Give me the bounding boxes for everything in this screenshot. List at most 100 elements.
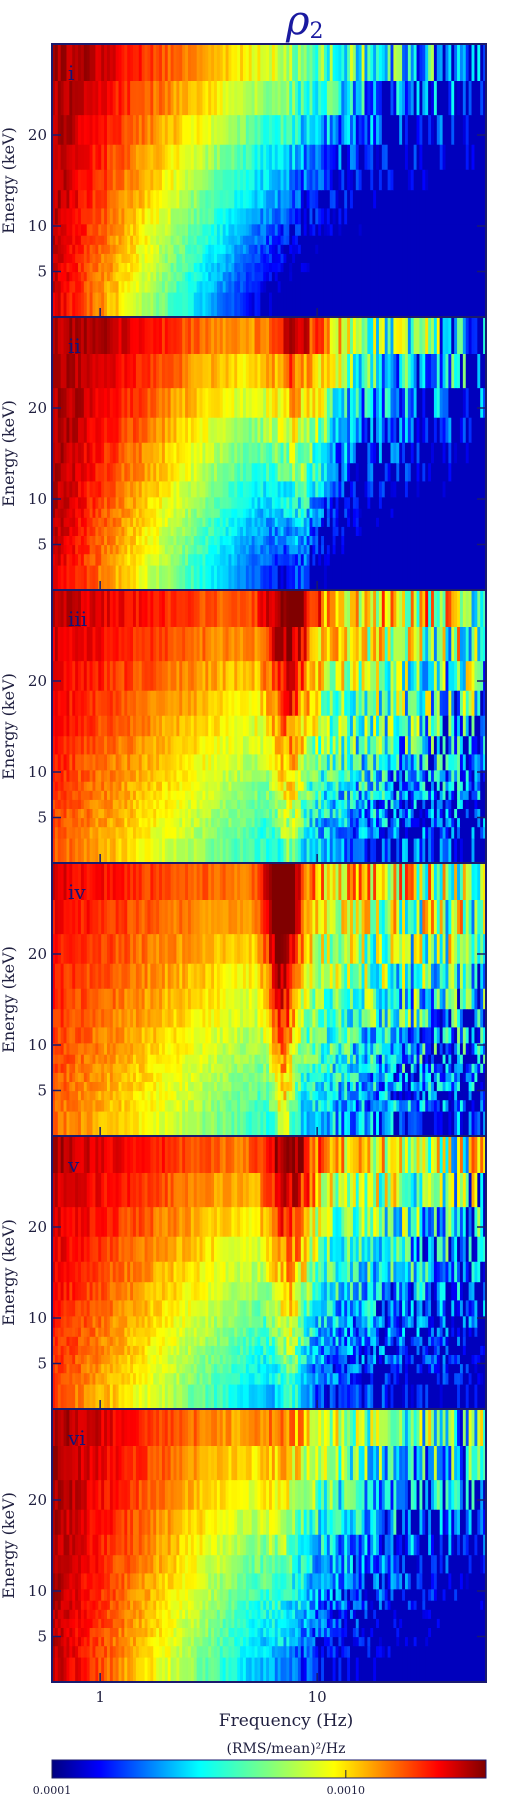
heatmap-cell [439,235,444,245]
heatmap-cell [63,44,68,81]
heatmap-cell [323,235,328,245]
heatmap-cell [190,223,195,236]
heatmap-cell [318,44,322,81]
heatmap-cell [193,80,198,116]
heatmap-cell [306,223,311,236]
heatmap-cell [109,169,114,191]
heatmap-cell [60,144,65,170]
heatmap-cell [124,44,128,81]
heatmap-cell [352,564,357,591]
heatmap-cell [185,262,189,273]
heatmap-cell [341,553,345,566]
heatmap-cell [370,280,374,293]
heatmap-cell [300,837,305,864]
heatmap-cell [459,235,464,245]
heatmap-cell [135,826,140,839]
heatmap-cell [121,262,125,273]
heatmap-cell [364,387,368,418]
heatmap-cell [483,564,487,591]
heatmap-cell [384,235,389,245]
heatmap-cell [436,44,441,81]
heatmap-cell [72,817,76,828]
heatmap-cell [69,817,73,828]
heatmap-cell [133,517,137,527]
heatmap-cell [303,353,308,389]
heatmap-cell [312,480,316,498]
heatmap-cell [396,462,400,482]
heatmap-cell [341,144,345,170]
heatmap-cell [286,508,290,518]
heatmap-cell [387,207,392,225]
heatmap-cell [240,480,244,498]
heatmap-cell [159,144,163,170]
heatmap-cell [118,837,123,864]
heatmap-cell [474,564,478,591]
heatmap-cell [135,169,140,191]
heatmap-cell [86,808,91,819]
heatmap-cell [242,80,247,116]
heatmap-cell [402,462,406,482]
heatmap-cell [83,526,88,536]
heatmap-cell [196,544,201,555]
heatmap-cell [344,144,348,170]
heatmap-cell [86,271,91,282]
heatmap-cell [390,817,395,828]
heatmap-cell [187,564,192,591]
heatmap-cell [133,837,137,864]
heatmap-cell [115,80,120,116]
heatmap-cell [234,353,238,389]
heatmap-cell [269,280,273,293]
heatmap-cell [474,207,478,225]
heatmap-cell [459,169,464,191]
heatmap-cell [364,462,368,482]
heatmap-cell [445,387,449,418]
heatmap-cell [297,462,302,482]
heatmap-cell [112,535,117,546]
heatmap-cell [147,44,151,81]
heatmap-cell [228,80,232,116]
heatmap-cell [242,223,247,236]
heatmap-cell [170,442,175,464]
heatmap-cell [54,808,59,819]
heatmap-cell [214,387,218,418]
heatmap-cell [361,387,366,418]
heatmap-cell [329,291,334,318]
heatmap-cell [83,837,88,864]
heatmap-cell [141,280,146,293]
heatmap-cell [297,144,302,170]
heatmap-cell [465,535,470,546]
heatmap-cell [454,826,458,839]
heatmap-cell [454,244,458,254]
heatmap-cell [263,280,267,293]
heatmap-cell [283,189,287,209]
heatmap-cell [164,169,169,191]
heatmap-cell [216,317,221,354]
heatmap-cell [237,280,241,293]
heatmap-cell [153,353,157,389]
heatmap-cell [144,817,149,828]
heatmap-cell [147,462,151,482]
heatmap-cell [222,291,227,318]
heatmap-cell [147,253,151,263]
heatmap-cell [428,114,432,145]
heatmap-cell [370,526,374,536]
heatmap-cell [373,80,377,116]
heatmap-cell [63,564,68,591]
heatmap-cell [254,280,259,293]
heatmap-cell [161,564,166,591]
heatmap-cell [251,244,256,254]
heatmap-cell [115,291,120,318]
heatmap-cell [410,189,415,209]
heatmap-cell [326,480,331,498]
heatmap-cell [387,544,392,555]
heatmap-cell [196,417,201,443]
heatmap-cell [358,496,363,509]
heatmap-cell [376,207,380,225]
heatmap-cell [297,564,302,591]
heatmap-cell [378,544,383,555]
heatmap-cell [431,253,435,263]
heatmap-cell [98,271,102,282]
heatmap-cell [332,837,337,864]
heatmap-cell [445,189,449,209]
heatmap-cell [135,44,140,81]
